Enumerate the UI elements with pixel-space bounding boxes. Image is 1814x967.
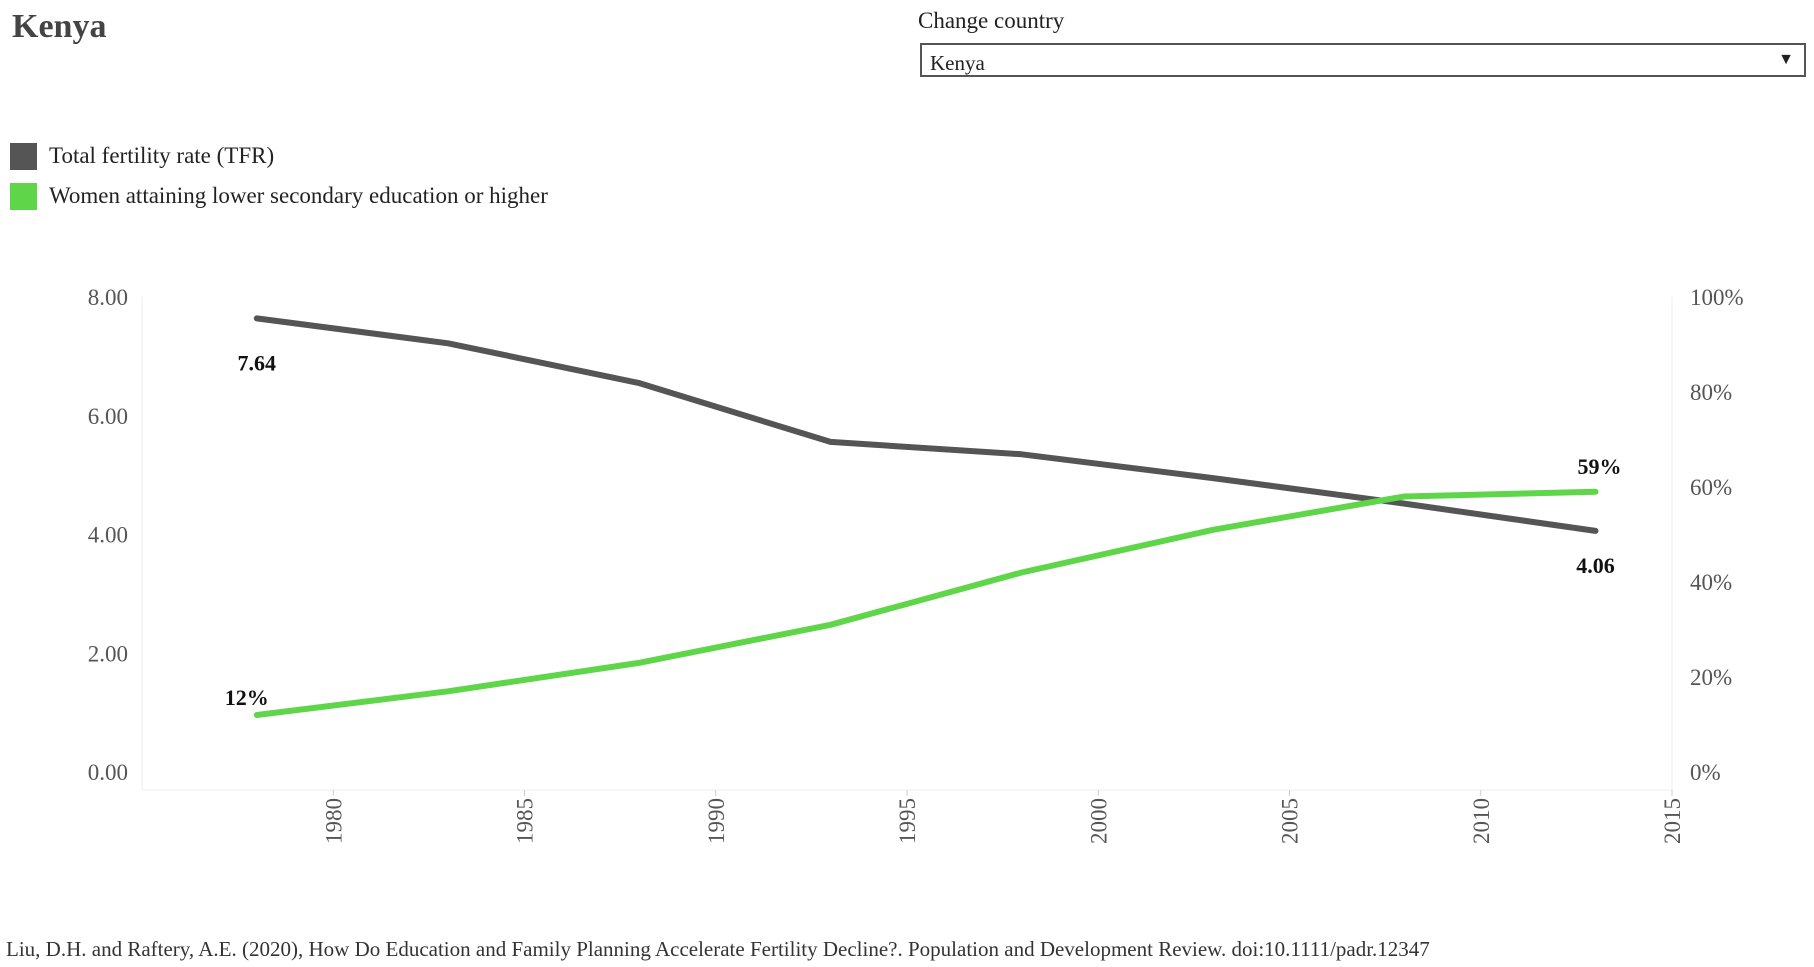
y-left-tick-label: 0.00 [88,760,128,785]
triangle-down-icon: ▼ [1778,51,1794,68]
change-country-label: Change country [918,8,1065,33]
y-right-tick-label: 40% [1690,570,1732,595]
x-tick-label: 2010 [1469,798,1494,844]
country-select-value: Kenya [930,51,985,75]
legend-swatch-education [10,182,37,210]
y-right-tick-label: 20% [1690,665,1732,690]
x-tick-label: 2005 [1278,798,1303,844]
x-tick-label: 1980 [321,798,346,844]
legend-swatch-tfr [10,142,37,170]
y-left-tick-label: 2.00 [88,641,128,666]
education-line [253,488,1599,718]
legend-label-education: Women attaining lower secondary educatio… [49,183,548,208]
tfr-end-label: 4.06 [1576,553,1615,578]
y-right-tick-label: 60% [1690,475,1732,500]
tfr-start-label: 7.64 [238,350,277,375]
legend-label-tfr: Total fertility rate (TFR) [49,143,275,168]
y-right-tick-label: 0% [1690,760,1721,785]
citation: Liu, D.H. and Raftery, A.E. (2020), How … [6,937,1430,961]
legend-item-education: Women attaining lower secondary educatio… [10,176,548,216]
x-tick-label: 2015 [1660,798,1685,844]
page-title: Kenya [12,8,107,45]
y-left-tick-label: 4.00 [88,523,128,548]
x-tick-label: 2000 [1086,798,1111,844]
education-start-label: 12% [225,685,269,710]
y-left-tick-label: 8.00 [88,285,128,310]
x-tick-label: 1985 [513,798,538,844]
y-left-tick-label: 6.00 [88,404,128,429]
country-select[interactable]: Kenya ▼ [920,43,1806,77]
y-right-tick-label: 80% [1690,380,1732,405]
x-tick-label: 1995 [895,798,920,844]
legend: Total fertility rate (TFR) Women attaini… [10,136,548,216]
x-tick-label: 1990 [704,798,729,844]
legend-item-tfr: Total fertility rate (TFR) [10,136,548,176]
y-right-tick-label: 100% [1690,285,1744,310]
education-end-label: 59% [1578,454,1622,479]
